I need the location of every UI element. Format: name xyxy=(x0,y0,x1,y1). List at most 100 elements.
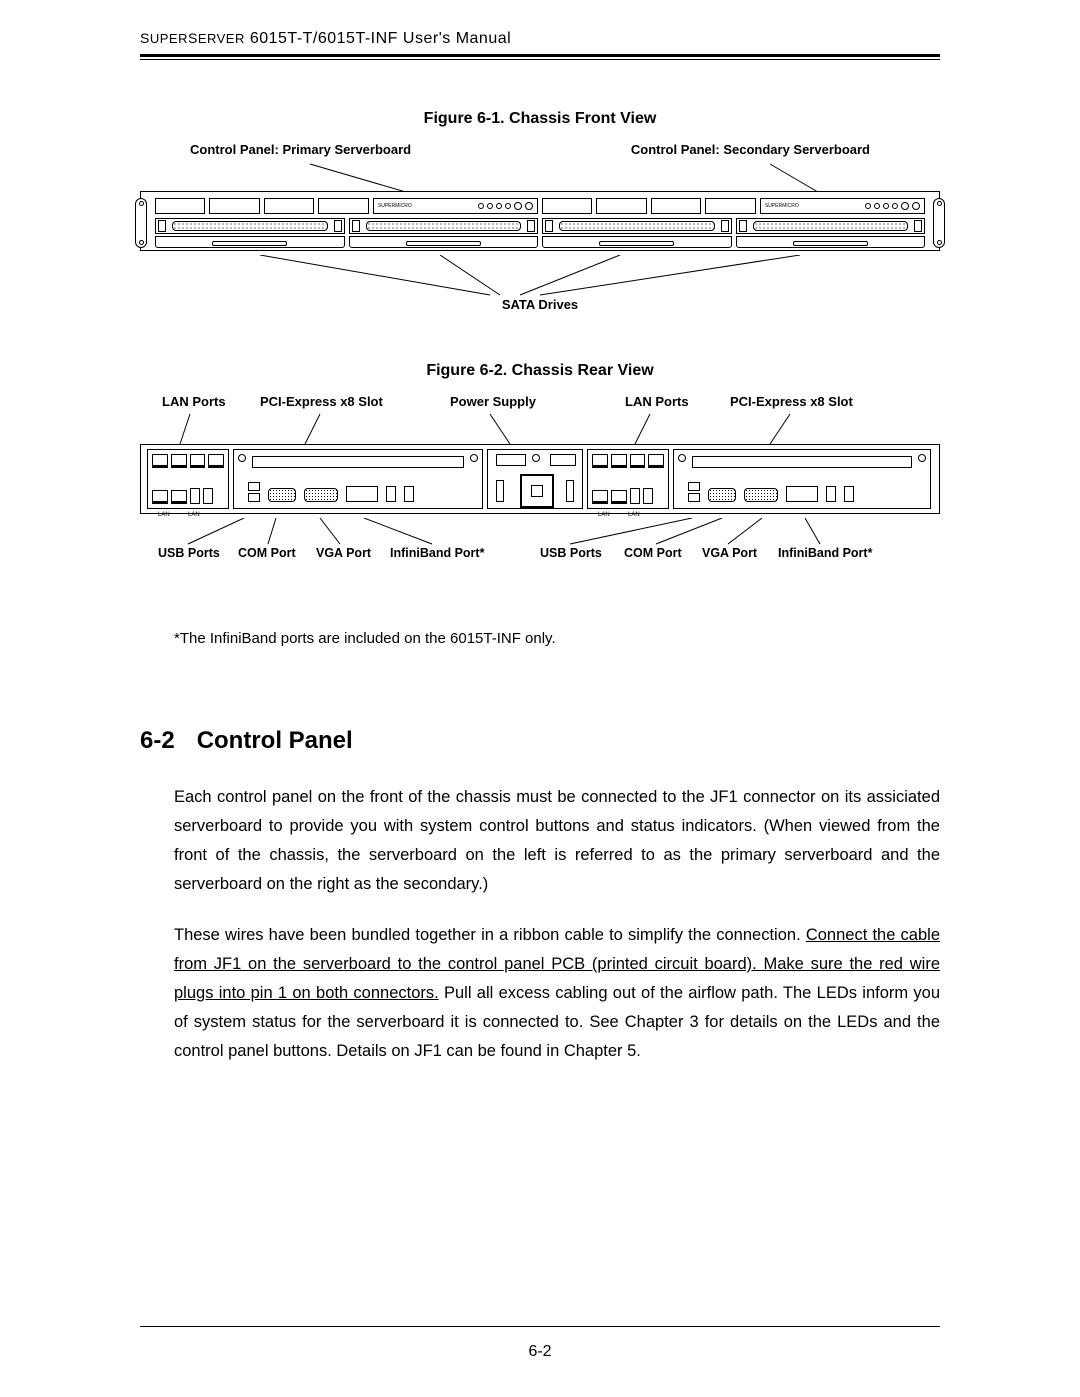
screw-icon xyxy=(678,454,686,462)
psu-switch xyxy=(496,480,504,502)
lan-port xyxy=(630,454,646,468)
front-tray-row xyxy=(155,236,925,248)
lan-port xyxy=(592,454,608,468)
lan-port xyxy=(648,454,664,468)
label-ib-1: InfiniBand Port* xyxy=(390,546,484,560)
tray-slot xyxy=(542,236,732,248)
header-rule xyxy=(140,54,940,60)
pci-slot xyxy=(252,456,464,468)
blank-slot xyxy=(651,198,701,214)
paragraph-2: These wires have been bundled together i… xyxy=(140,921,940,1066)
label-pcie-slot-2: PCI-Express x8 Slot xyxy=(730,394,853,409)
blank-slot xyxy=(596,198,646,214)
figure1-top-labels: Control Panel: Primary Serverboard Contr… xyxy=(140,142,940,165)
figure1-caption: Figure 6-1. Chassis Front View xyxy=(140,110,940,128)
front-top-row: SUPERMICRO SUPERMICRO xyxy=(155,198,925,214)
paragraph-1: Each control panel on the front of the c… xyxy=(140,783,940,899)
figure2-bottom-callouts: USB Ports COM Port VGA Port InfiniBand P… xyxy=(140,518,940,566)
rear-io-block-right-net: LAN LAN xyxy=(587,449,669,509)
control-panel-secondary: SUPERMICRO xyxy=(760,198,925,214)
vga-port xyxy=(744,488,778,502)
blank-slot xyxy=(155,198,205,214)
page: SUPERSERVER 6015T-T/6015T-INF User's Man… xyxy=(0,0,1080,1397)
label-com-1: COM Port xyxy=(238,546,296,560)
label-sata-drives: SATA Drives xyxy=(140,297,940,312)
misc-port xyxy=(643,488,653,504)
rack-ear-right xyxy=(933,198,945,248)
tray-slot xyxy=(349,236,539,248)
label-usb-1: USB Ports xyxy=(158,546,220,560)
sata-bay-4 xyxy=(736,218,926,234)
para2-pre: These wires have been bundled together i… xyxy=(174,926,806,944)
label-lan-ports-1: LAN Ports xyxy=(162,394,226,409)
screw-icon xyxy=(238,454,246,462)
header-product: S xyxy=(140,30,150,46)
vga-port xyxy=(304,488,338,502)
lan-port xyxy=(152,454,168,468)
running-header: SUPERSERVER 6015T-T/6015T-INF User's Man… xyxy=(140,30,940,48)
figure2-wrap: LAN Ports PCI-Express x8 Slot Power Supp… xyxy=(140,394,940,604)
misc-port xyxy=(844,486,854,502)
misc-port xyxy=(404,486,414,502)
front-drive-row xyxy=(155,218,925,234)
usb-ports xyxy=(248,482,260,502)
blank-slot xyxy=(264,198,314,214)
control-panel-primary: SUPERMICRO xyxy=(373,198,538,214)
section-number: 6-2 xyxy=(140,727,175,754)
psu-vent xyxy=(550,454,576,466)
section-title: Control Panel xyxy=(197,727,353,754)
blank-slot xyxy=(705,198,755,214)
blank-slot xyxy=(209,198,259,214)
power-socket xyxy=(520,474,554,508)
page-number: 6-2 xyxy=(0,1343,1080,1361)
psu-vent xyxy=(496,454,526,466)
label-secondary-cp: Control Panel: Secondary Serverboard xyxy=(631,142,870,157)
power-supply-block xyxy=(487,449,583,509)
tray-slot xyxy=(155,236,345,248)
label-vga-2: VGA Port xyxy=(702,546,757,560)
misc-port xyxy=(630,488,640,504)
lan-port xyxy=(611,490,627,504)
lan-port xyxy=(171,490,187,504)
label-power-supply: Power Supply xyxy=(450,394,536,409)
figure2-caption: Figure 6-2. Chassis Rear View xyxy=(140,362,940,380)
blank-slot xyxy=(318,198,368,214)
infiniband-port xyxy=(346,486,378,502)
infiniband-footnote: *The InfiniBand ports are included on th… xyxy=(140,630,940,647)
header-model: 6015T-T/6015T-INF xyxy=(250,30,398,47)
sata-bay-2 xyxy=(349,218,539,234)
screw-icon xyxy=(918,454,926,462)
tray-slot xyxy=(736,236,926,248)
com-port xyxy=(268,488,296,502)
label-pcie-slot-1: PCI-Express x8 Slot xyxy=(260,394,383,409)
lan-port xyxy=(190,454,206,468)
footer-rule xyxy=(140,1326,940,1327)
misc-port xyxy=(203,488,213,504)
label-usb-2: USB Ports xyxy=(540,546,602,560)
misc-port xyxy=(826,486,836,502)
rear-io-block-left-exp xyxy=(233,449,483,509)
figure2-top-labels: LAN Ports PCI-Express x8 Slot Power Supp… xyxy=(140,394,940,418)
screw-icon xyxy=(532,454,540,462)
label-lan-ports-2: LAN Ports xyxy=(625,394,689,409)
pci-slot xyxy=(692,456,912,468)
blank-slot xyxy=(542,198,592,214)
lan-port xyxy=(171,454,187,468)
lan-port xyxy=(611,454,627,468)
label-ib-2: InfiniBand Port* xyxy=(778,546,872,560)
sata-bay-1 xyxy=(155,218,345,234)
rear-io-block-left-net: LAN LAN xyxy=(147,449,229,509)
screw-icon xyxy=(470,454,478,462)
section-heading: 6-2 Control Panel xyxy=(140,727,940,755)
misc-port xyxy=(190,488,200,504)
psu-switch xyxy=(566,480,574,502)
misc-port xyxy=(386,486,396,502)
rack-ear-left xyxy=(135,198,147,248)
lan-port xyxy=(592,490,608,504)
rear-io-block-right-exp xyxy=(673,449,931,509)
infiniband-port xyxy=(786,486,818,502)
sata-bay-3 xyxy=(542,218,732,234)
label-com-2: COM Port xyxy=(624,546,682,560)
label-primary-cp: Control Panel: Primary Serverboard xyxy=(190,142,411,157)
figure1-bottom-callouts: SATA Drives xyxy=(140,255,940,315)
